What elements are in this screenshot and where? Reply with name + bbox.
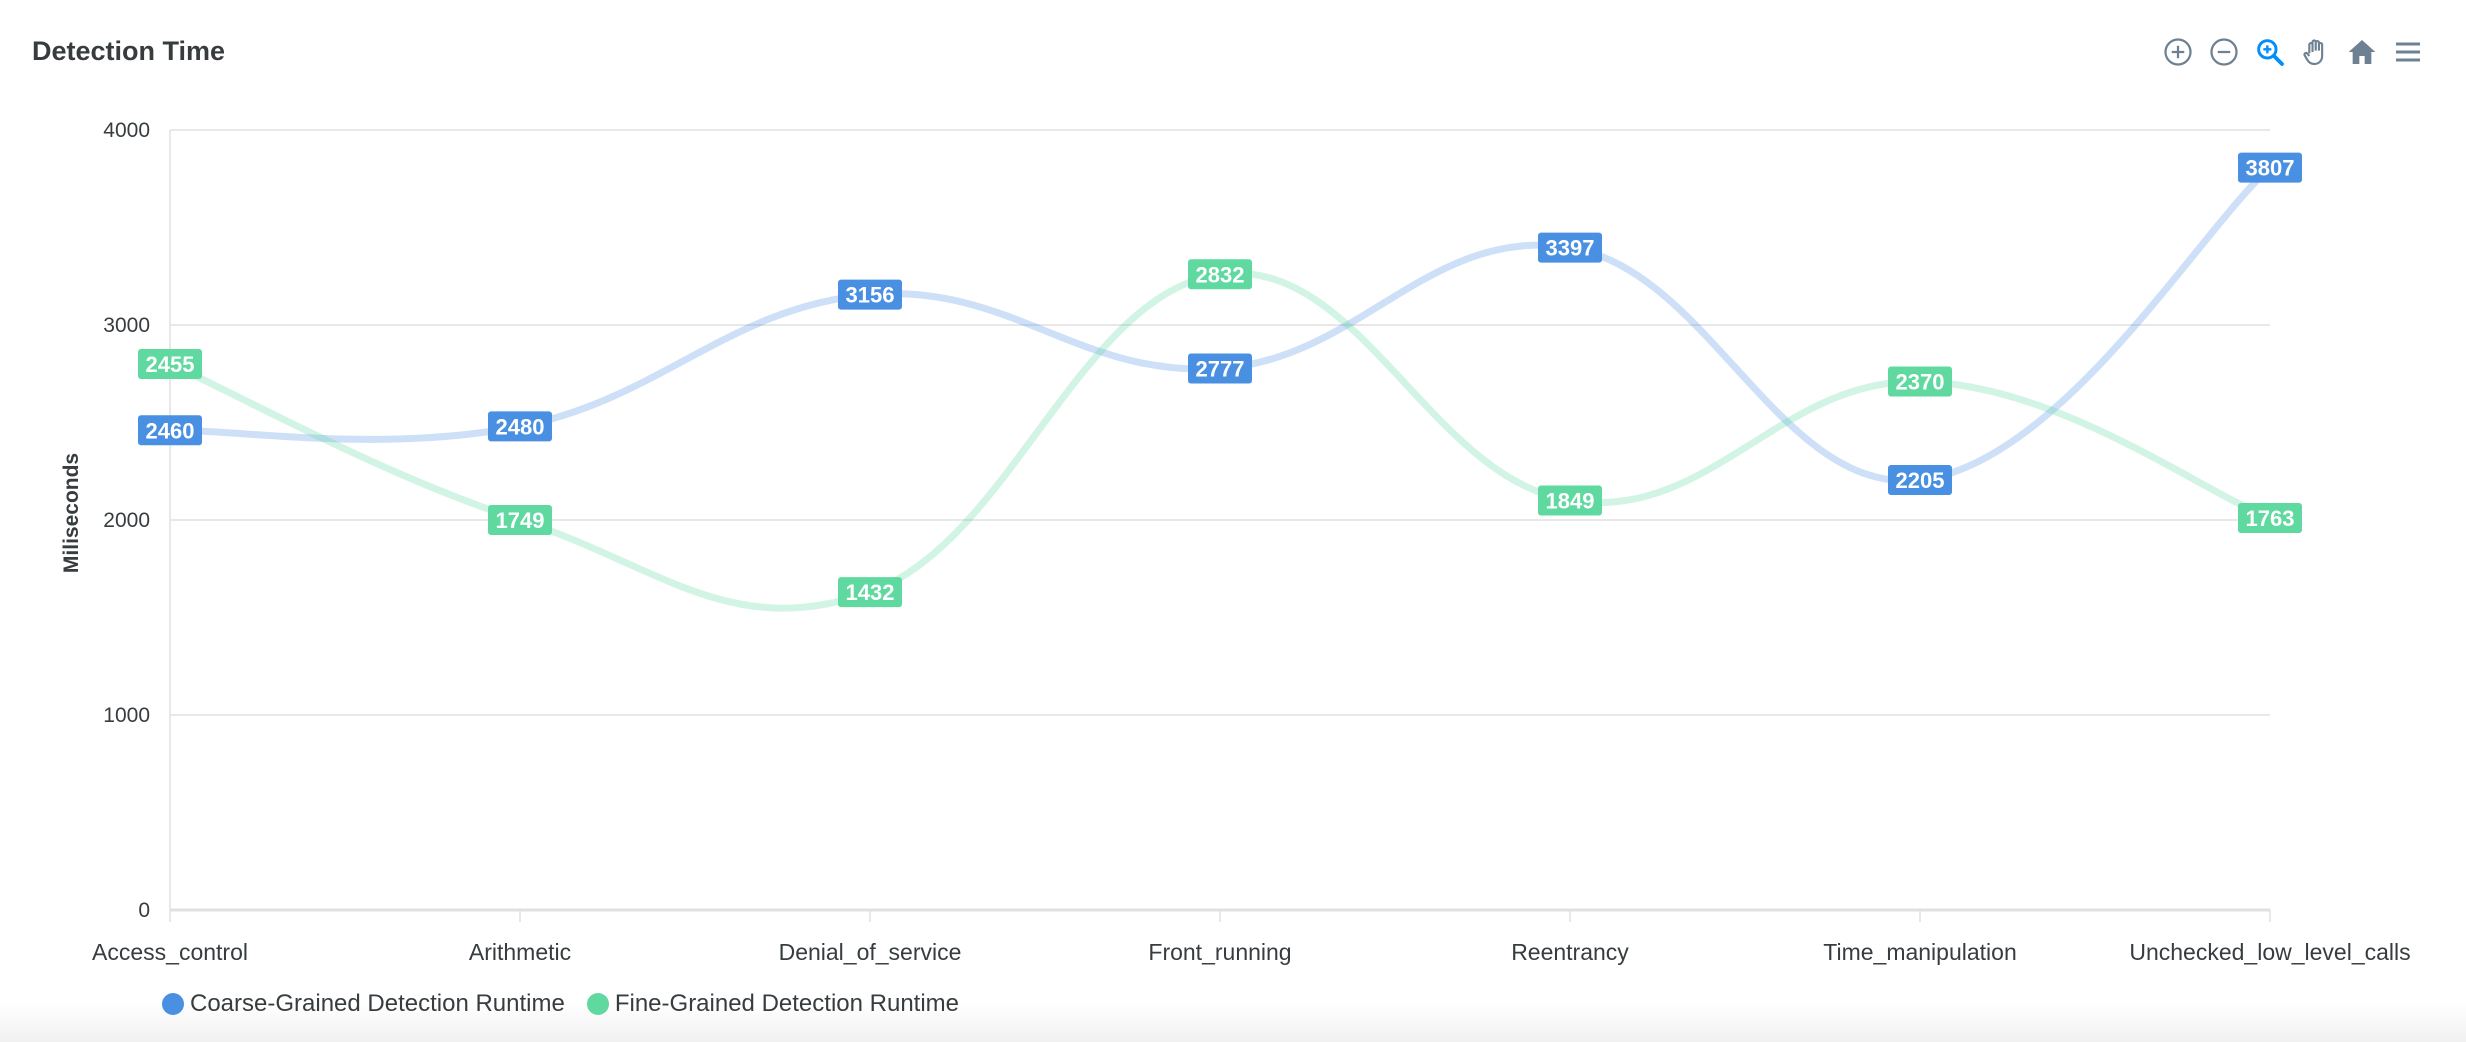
x-tick-label: Unchecked_low_level_calls	[2129, 939, 2410, 965]
data-label-box	[2238, 503, 2302, 534]
data-label-text: 1763	[2246, 506, 2295, 531]
data-label: 3397	[1538, 232, 1602, 263]
data-label-text: 2832	[1196, 262, 1245, 287]
pan-icon[interactable]	[2298, 34, 2334, 70]
x-tick-label: Time_manipulation	[1823, 939, 2016, 965]
data-label-box	[1538, 485, 1602, 516]
data-label-box	[1188, 259, 1252, 290]
y-tick-label: 3000	[103, 314, 150, 337]
grid-layer	[170, 129, 2270, 911]
data-label: 3807	[2238, 152, 2302, 183]
series-line-coarse	[166, 164, 2274, 485]
chart-legend: Coarse-Grained Detection Runtime Fine-Gr…	[162, 990, 959, 1018]
data-label: 2460	[138, 415, 202, 446]
x-tick-label: Denial_of_service	[779, 939, 962, 965]
legend-item-fine[interactable]: Fine-Grained Detection Runtime	[586, 990, 959, 1018]
data-label-box	[838, 577, 902, 608]
data-label: 2777	[1188, 353, 1252, 384]
data-label: 2832	[1188, 259, 1252, 290]
data-label-box	[488, 411, 552, 442]
data-label: 2370	[1888, 366, 1952, 397]
data-label-text: 1749	[496, 508, 545, 533]
x-tick-label: Front_running	[1148, 939, 1291, 965]
y-tick-label: 0	[138, 899, 150, 922]
legend-label-fine: Fine-Grained Detection Runtime	[614, 990, 959, 1017]
data-label-box	[2238, 152, 2302, 183]
data-label: 1849	[1538, 485, 1602, 516]
data-label-box	[1888, 465, 1952, 496]
data-label: 1763	[2238, 503, 2302, 534]
legend-item-coarse[interactable]: Coarse-Grained Detection Runtime	[162, 990, 565, 1018]
data-label-text: 3397	[1546, 236, 1595, 261]
data-label: 1749	[488, 505, 552, 535]
data-label-text: 2480	[496, 414, 545, 439]
legend-marker-fine	[586, 993, 609, 1015]
data-label: 2480	[488, 411, 552, 442]
data-label-text: 2370	[1896, 370, 1945, 395]
data-label-text: 3807	[2246, 156, 2295, 181]
bottom-fade	[0, 1002, 2466, 1042]
legend-marker-coarse	[162, 993, 184, 1015]
data-label-text: 2460	[146, 418, 195, 443]
y-axis-title: Miliseconds	[60, 453, 83, 573]
data-label-box	[488, 505, 552, 535]
zoom-in-icon[interactable]	[2160, 34, 2196, 70]
data-label-text: 2455	[146, 352, 195, 377]
zoom-out-icon[interactable]	[2206, 34, 2242, 70]
series-line-fine	[166, 269, 2274, 612]
x-tick-label: Arithmetic	[469, 939, 571, 965]
legend-label-coarse: Coarse-Grained Detection Runtime	[190, 990, 565, 1017]
data-label-box	[1188, 353, 1252, 384]
data-label: 2455	[138, 349, 202, 379]
y-tick-label: 4000	[103, 119, 150, 142]
data-label-box	[1888, 366, 1952, 397]
data-label-text: 2205	[1896, 468, 1945, 493]
data-label-box	[1538, 232, 1602, 263]
data-label: 2205	[1888, 465, 1952, 496]
data-label-text: 1432	[846, 580, 895, 605]
selection-zoom-icon[interactable]	[2252, 34, 2288, 70]
chart-toolbar	[2160, 34, 2426, 70]
reset-home-icon[interactable]	[2344, 34, 2380, 70]
x-tick-label: Access_control	[92, 939, 248, 965]
data-label: 1432	[838, 577, 902, 608]
label-layer: 2460 2480 3156 2777 3397 2205 3807 2455 1749 1432…	[138, 152, 2302, 608]
y-tick-label: 1000	[103, 704, 150, 727]
data-label: 3156	[838, 279, 902, 310]
menu-icon[interactable]	[2390, 34, 2426, 70]
data-label-text: 2777	[1196, 356, 1245, 381]
x-tick-label: Reentrancy	[1511, 939, 1629, 965]
series-layer	[166, 164, 2274, 612]
axis-layer: 0 1000 2000 3000 4000 Access_control Arithmeti…	[92, 119, 2411, 965]
data-label-text: 1849	[1546, 489, 1595, 514]
data-label-box	[138, 349, 202, 379]
y-tick-label: 2000	[103, 509, 150, 532]
data-label-box	[138, 415, 202, 446]
chart-title: Detection Time	[32, 36, 226, 66]
line-chart: 0 1000 2000 3000 4000 Access_control Arithmeti…	[60, 119, 2411, 965]
data-label-text: 3156	[846, 283, 895, 308]
data-label-box	[838, 279, 902, 310]
